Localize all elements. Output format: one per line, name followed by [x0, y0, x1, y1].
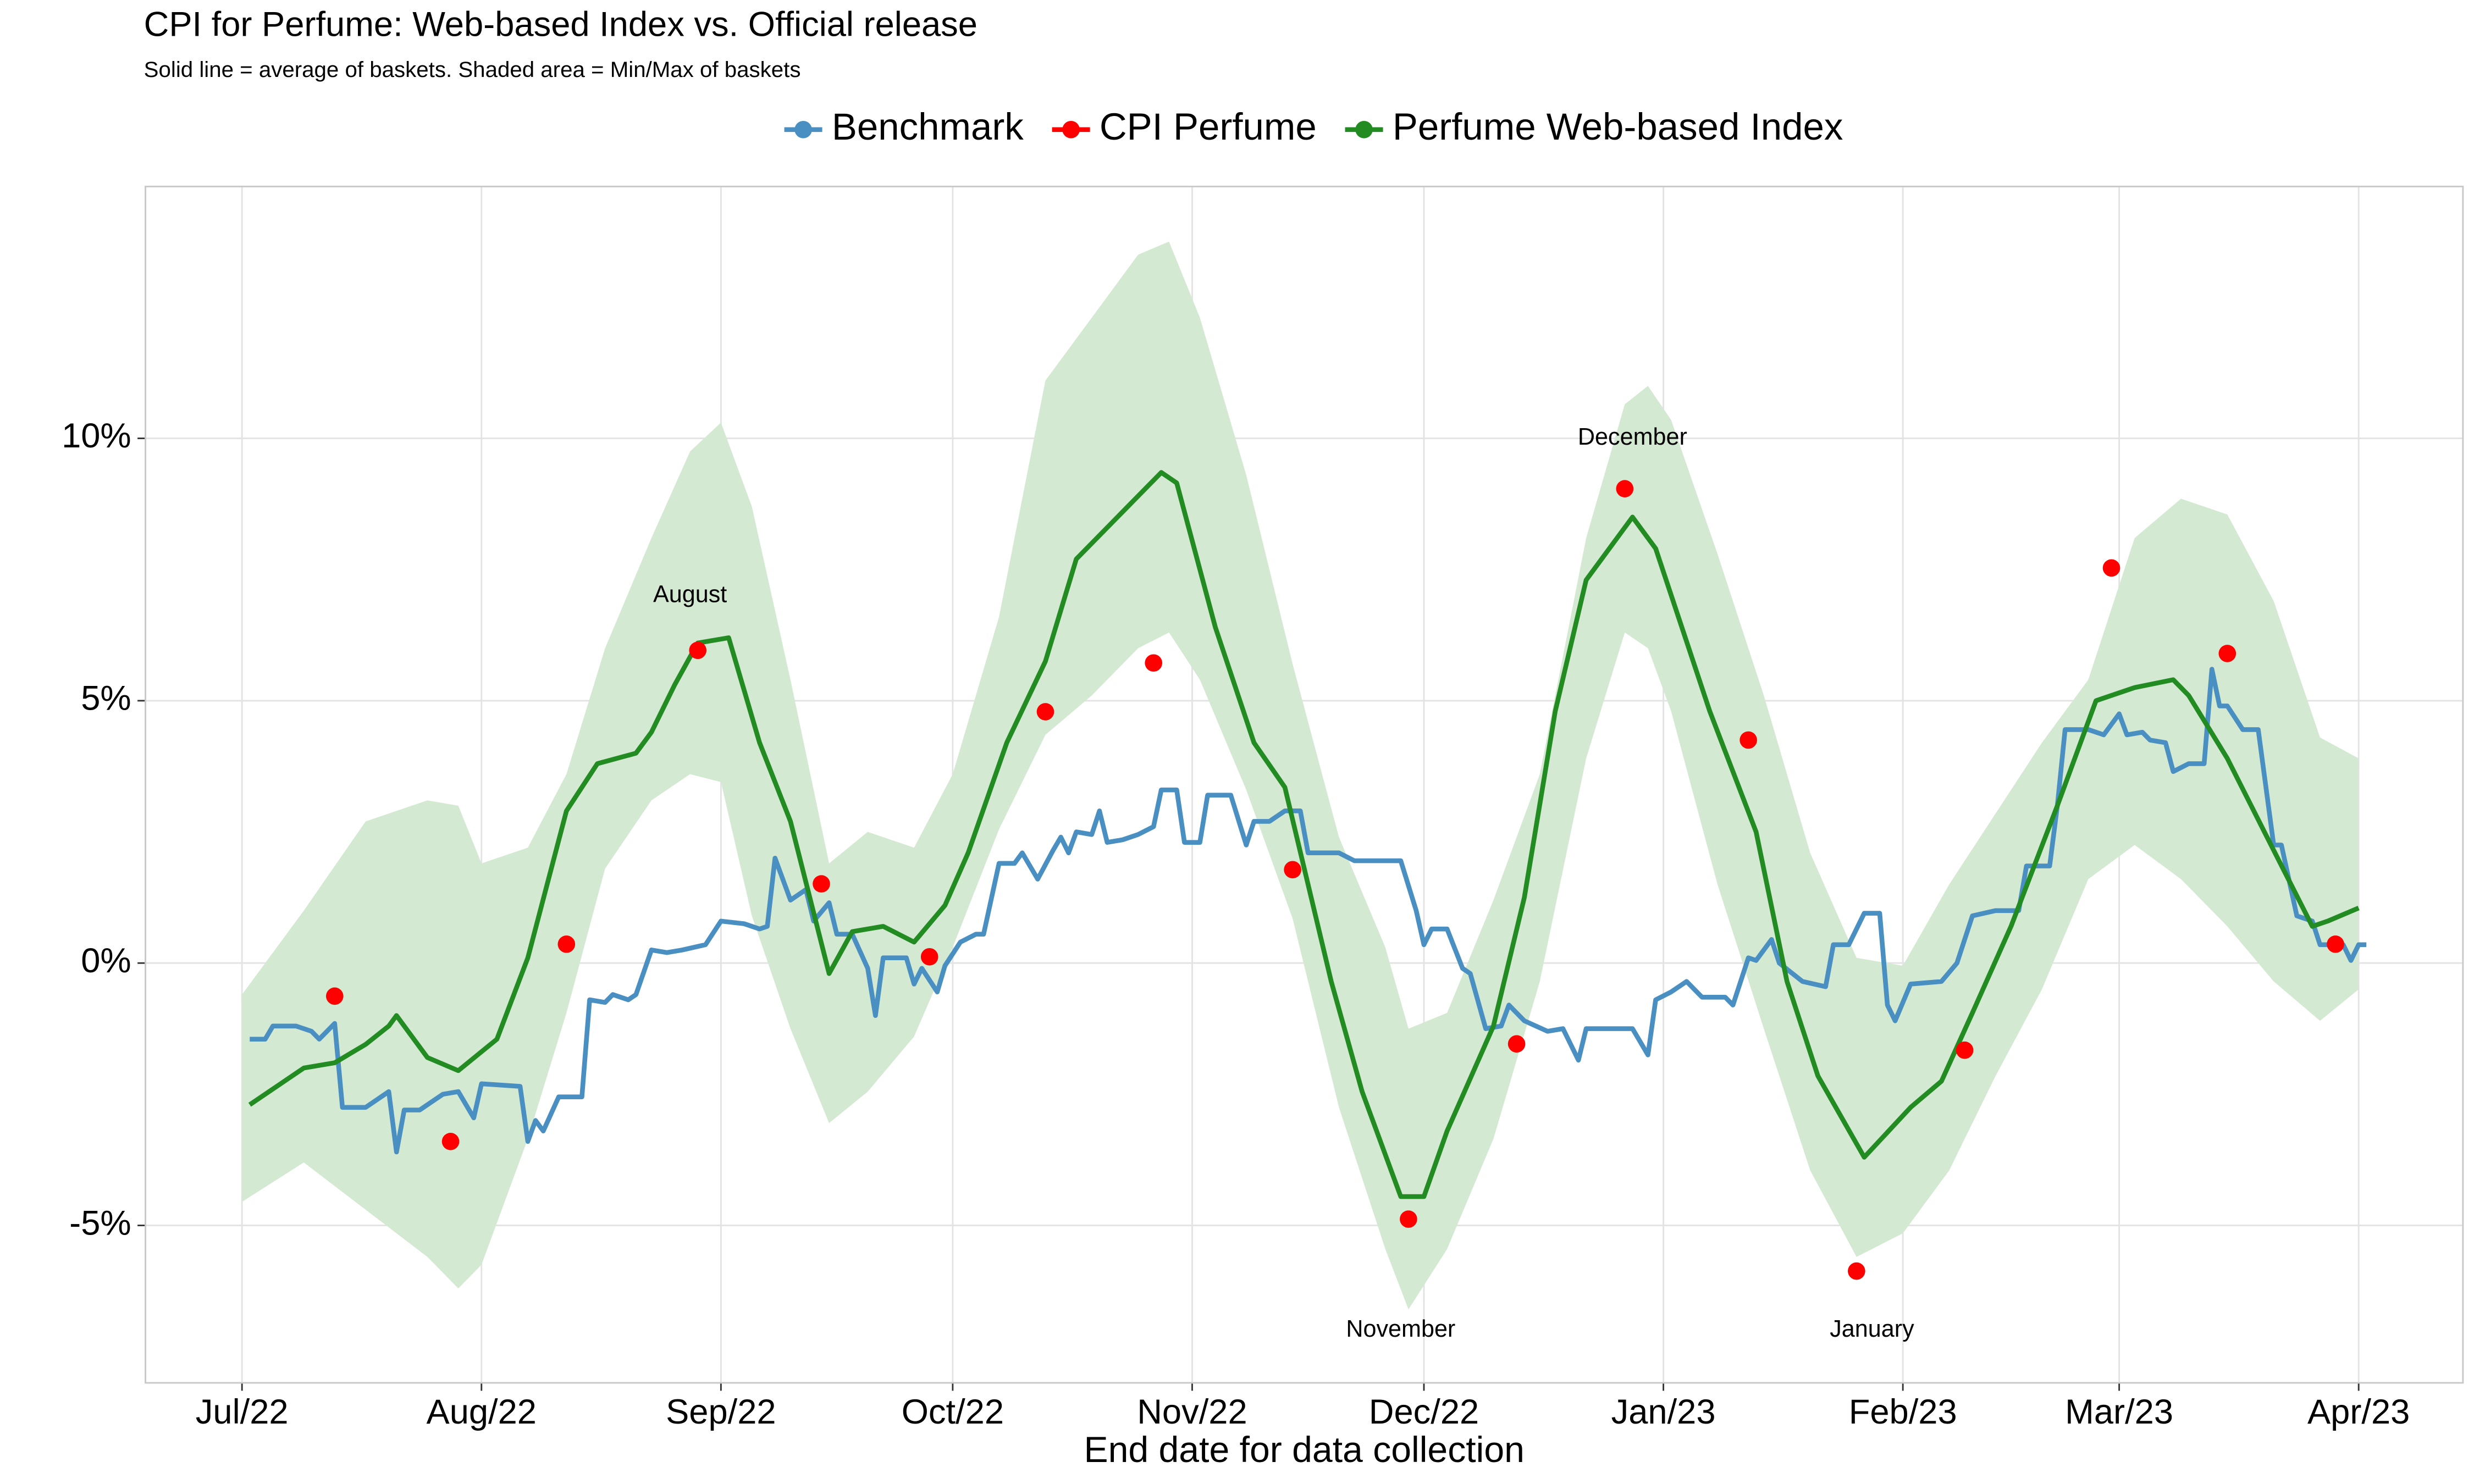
data-point [441, 1133, 460, 1150]
x-tick-label: Apr/23 [2307, 1393, 2410, 1431]
chart-subtitle: Solid line = average of baskets. Shaded … [144, 57, 801, 82]
x-tick-label: Nov/22 [1137, 1393, 1247, 1431]
data-point [2218, 645, 2236, 662]
x-tick-label: Jan/23 [1611, 1393, 1716, 1431]
legend-swatch-point [794, 120, 812, 139]
y-tick-label: 5% [81, 679, 131, 718]
data-point [2102, 559, 2120, 577]
data-point [1739, 731, 1757, 749]
panel-border [145, 185, 2464, 1384]
legend-label: CPI Perfume [1100, 106, 1317, 148]
x-tick-label: Jul/22 [196, 1393, 289, 1431]
data-point [1284, 861, 1301, 879]
data-point [689, 641, 707, 660]
data-point [1848, 1262, 1865, 1280]
data-point [2327, 935, 2344, 953]
legend-label: Perfume Web-based Index [1393, 106, 1843, 148]
min-max-band [242, 241, 2359, 1310]
series-line [250, 667, 2367, 1155]
y-tick-label: -5% [69, 1204, 131, 1242]
x-tick-label: Mar/23 [2065, 1393, 2173, 1431]
legend: Benchmark CPI Perfume Perfume Web-based In… [784, 106, 1843, 148]
x-tick-label: Oct/22 [902, 1393, 1004, 1431]
x-tick-label: Sep/22 [666, 1393, 776, 1431]
data-point [1145, 654, 1163, 672]
legend-swatch-point [1062, 120, 1080, 139]
data-point [325, 987, 344, 1005]
data-point [557, 935, 576, 953]
data-point [1956, 1041, 1974, 1059]
series-line [248, 470, 2360, 1199]
chart-title: CPI for Perfume: Web-based Index vs. Off… [144, 5, 978, 44]
data-point [1036, 703, 1054, 721]
legend-label: Benchmark [832, 106, 1024, 148]
data-point [1616, 480, 1634, 498]
x-tick-label: Aug/22 [427, 1393, 537, 1431]
y-tick-label: 0% [81, 942, 131, 980]
data-point [1507, 1035, 1526, 1053]
data-point [1400, 1210, 1417, 1228]
annotation: January [1830, 1316, 1914, 1342]
annotation: August [653, 581, 727, 607]
legend-swatch-point [1355, 120, 1373, 139]
x-tick-label: Dec/22 [1369, 1393, 1479, 1431]
annotation: November [1346, 1316, 1455, 1342]
y-tick-label: 10% [62, 417, 131, 455]
annotation: December [1578, 424, 1687, 450]
data-point [920, 948, 938, 966]
x-axis-label: End date for data collection [1084, 1430, 1525, 1470]
x-tick-label: Feb/23 [1849, 1393, 1957, 1431]
data-point [813, 875, 830, 893]
